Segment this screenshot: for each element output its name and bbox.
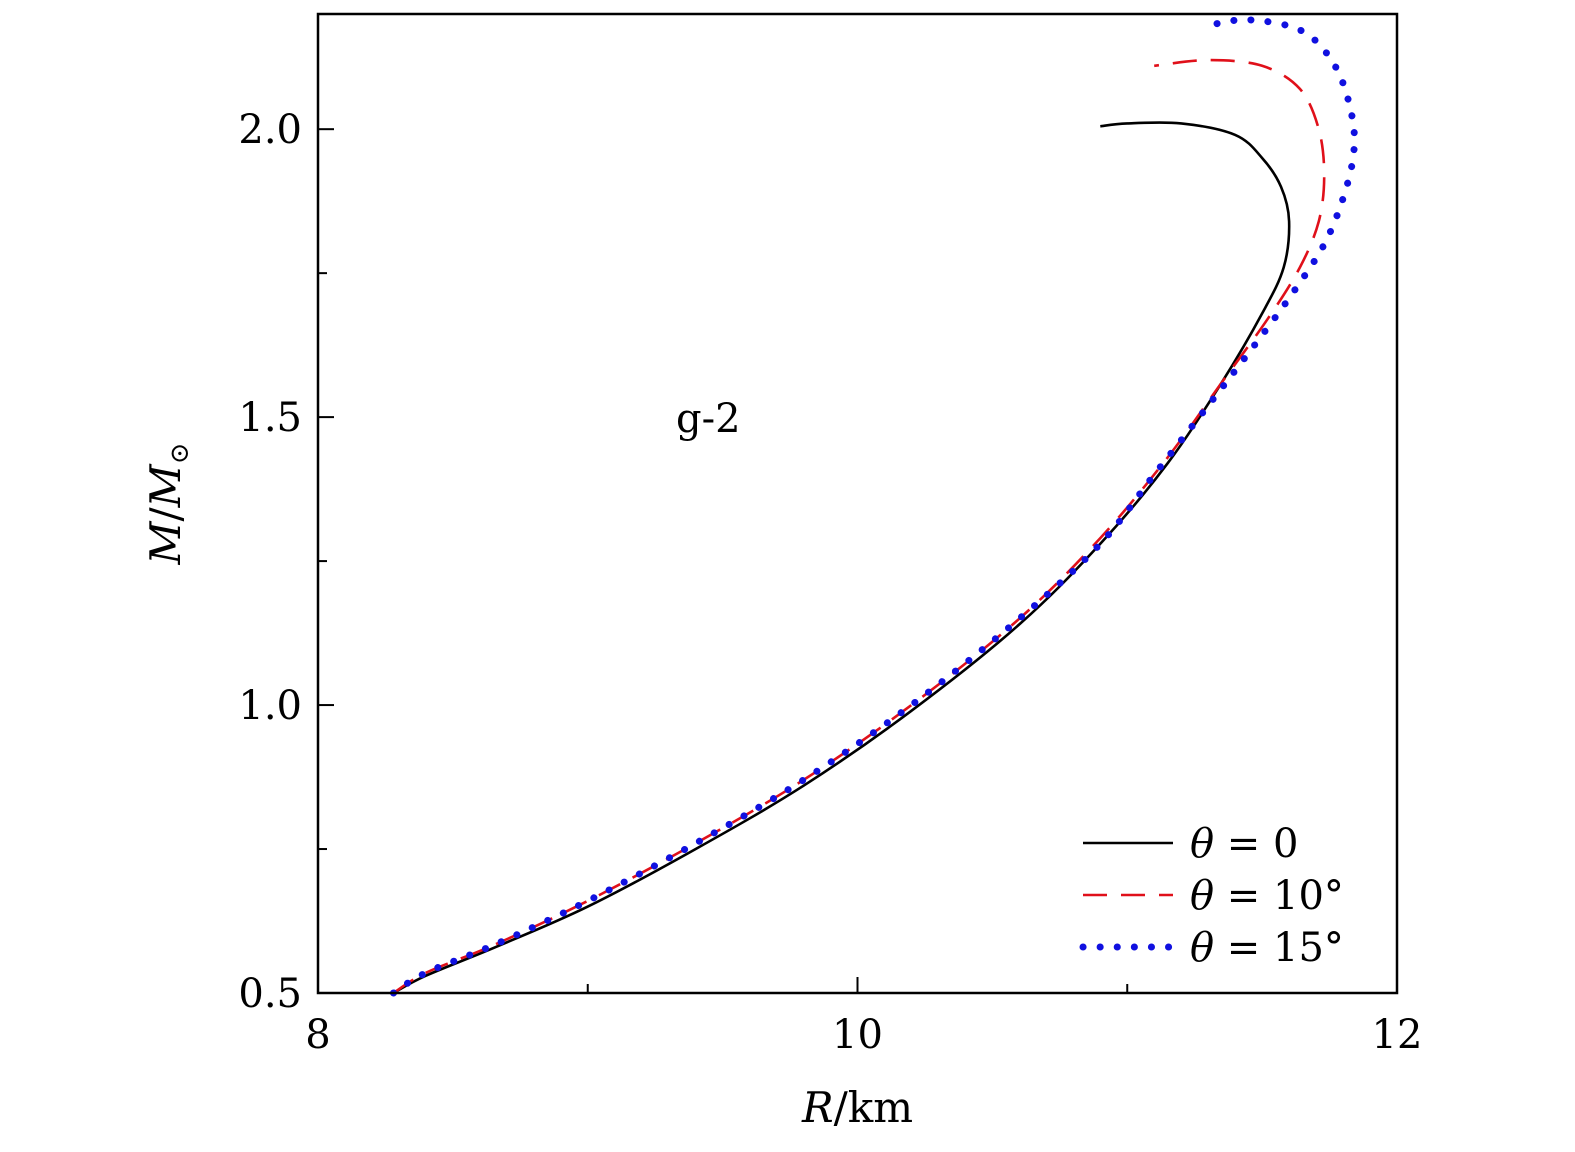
x-axis-label-unit: /km: [834, 1083, 913, 1132]
legend-label-value: = 15°: [1227, 925, 1344, 971]
legend-label-var: θ: [1190, 873, 1227, 919]
series-line-0: [392, 121, 1291, 995]
legend-label-2: θ = 15°: [1190, 925, 1344, 971]
axis-ticks: [317, 128, 1398, 994]
y-axis-label-sub: ⊙: [165, 443, 195, 465]
panel-annotation: g-2: [676, 396, 741, 442]
y-tick-label: 2.0: [238, 107, 302, 153]
y-tick-label: 0.5: [238, 971, 302, 1017]
legend-label-0: θ = 0: [1190, 821, 1298, 867]
legend-label-var: θ: [1190, 821, 1227, 867]
legend-label-value: = 10°: [1227, 873, 1344, 919]
y-tick-label: 1.5: [238, 395, 302, 441]
axis-tick-labels: 8 10 12 0.5 1.0 1.5 2.0: [238, 107, 1422, 1058]
y-tick-label: 1.0: [238, 683, 302, 729]
y-axis-label-slash: /: [141, 506, 190, 521]
y-axis-label-sub-var: M: [141, 463, 190, 508]
x-tick-label: 10: [832, 1012, 883, 1058]
x-tick-label: 12: [1372, 1012, 1423, 1058]
legend-label-value: = 0: [1227, 821, 1299, 867]
x-axis-label-var: R: [801, 1083, 834, 1132]
series-line-1: [392, 58, 1326, 995]
series-layer: [390, 16, 1358, 997]
legend: θ = 0θ = 10°θ = 15°: [1079, 821, 1344, 971]
y-axis-label-var: M: [141, 520, 190, 565]
y-axis-label: M/M⊙: [141, 443, 195, 566]
legend-label-var: θ: [1190, 925, 1227, 971]
x-axis-label: R/km: [801, 1083, 913, 1132]
legend-label-1: θ = 10°: [1190, 873, 1344, 919]
x-tick-label: 8: [305, 1012, 330, 1058]
